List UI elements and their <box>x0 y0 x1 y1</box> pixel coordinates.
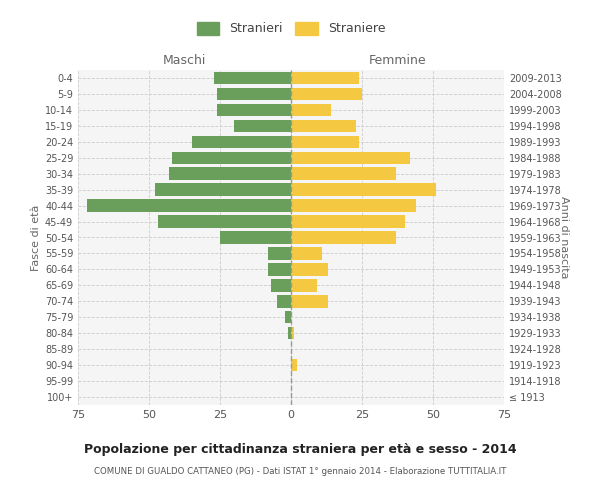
Bar <box>291 136 359 148</box>
Text: Popolazione per cittadinanza straniera per età e sesso - 2014: Popolazione per cittadinanza straniera p… <box>83 442 517 456</box>
Bar <box>288 327 291 340</box>
Text: COMUNE DI GUALDO CATTANEO (PG) - Dati ISTAT 1° gennaio 2014 - Elaborazione TUTTI: COMUNE DI GUALDO CATTANEO (PG) - Dati IS… <box>94 468 506 476</box>
Bar <box>220 232 291 243</box>
Bar <box>291 327 294 340</box>
Bar <box>291 120 356 132</box>
Bar <box>291 72 359 84</box>
Bar <box>155 184 291 196</box>
Bar <box>291 200 416 212</box>
Bar <box>291 295 328 308</box>
Bar <box>191 136 291 148</box>
Bar <box>291 184 436 196</box>
Bar <box>291 152 410 164</box>
Bar <box>291 359 296 372</box>
Bar <box>268 263 291 276</box>
Legend: Stranieri, Straniere: Stranieri, Straniere <box>194 20 388 38</box>
Bar <box>268 247 291 260</box>
Y-axis label: Fasce di età: Fasce di età <box>31 204 41 270</box>
Bar <box>286 311 291 324</box>
Bar <box>291 168 396 180</box>
Bar <box>291 263 328 276</box>
Bar <box>291 104 331 116</box>
Text: Maschi: Maschi <box>163 54 206 68</box>
Bar <box>291 247 322 260</box>
Bar <box>291 88 362 100</box>
Y-axis label: Anni di nascita: Anni di nascita <box>559 196 569 279</box>
Bar <box>291 279 317 291</box>
Bar <box>277 295 291 308</box>
Bar <box>291 216 404 228</box>
Bar <box>158 216 291 228</box>
Bar <box>172 152 291 164</box>
Bar <box>234 120 291 132</box>
Bar <box>214 72 291 84</box>
Bar <box>217 104 291 116</box>
Bar <box>271 279 291 291</box>
Text: Femmine: Femmine <box>368 54 427 68</box>
Bar <box>86 200 291 212</box>
Bar <box>217 88 291 100</box>
Bar <box>291 232 396 243</box>
Bar <box>169 168 291 180</box>
